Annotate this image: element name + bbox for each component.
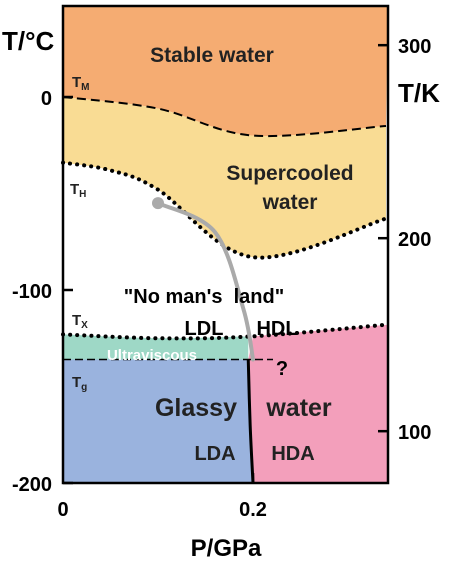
tg-label: Tg	[72, 374, 87, 393]
left-axis-ticks: 0 -100 -200	[12, 88, 73, 496]
hdl-label: HDL	[256, 318, 297, 340]
th-label: TH	[70, 181, 86, 200]
bottom-tick-label: 0	[57, 499, 68, 521]
right-axis-ticks: 300 200 100	[378, 36, 431, 444]
left-tick-label: -200	[12, 474, 52, 496]
stable-water-label: Stable water	[150, 44, 274, 67]
right-axis-title: T/K	[398, 78, 440, 108]
supercooled-label-1: Supercooled	[226, 162, 353, 185]
hda-label: HDA	[271, 443, 314, 465]
bottom-axis-ticks: 0 0.2	[57, 473, 267, 521]
left-tick-label: 0	[41, 88, 52, 110]
supercooled-label-2: water	[262, 191, 318, 214]
water-label: water	[265, 394, 332, 422]
right-tick-label: 200	[398, 229, 431, 251]
supercooled-water-region	[63, 97, 386, 258]
right-tick-label: 100	[398, 422, 431, 444]
uncertain-mark: ?	[276, 358, 288, 380]
tm-label: TM	[72, 74, 90, 93]
glassy-label: Glassy	[155, 394, 237, 422]
ultraviscous-region	[63, 334, 249, 360]
left-axis-title: T/°C	[2, 26, 55, 56]
stable-water-region	[63, 6, 388, 137]
melting-line	[62, 96, 387, 138]
lda-label: LDA	[194, 443, 235, 465]
bottom-axis-title: P/GPa	[191, 535, 262, 562]
tx-label: TX	[72, 312, 88, 331]
bottom-tick-label: 0.2	[239, 499, 267, 521]
crystallization-line	[61, 322, 388, 341]
critical-point	[152, 197, 164, 210]
no-mans-land-label: "No man's land"	[124, 286, 284, 308]
homogeneous-nucleation-line	[61, 160, 388, 260]
liquid-liquid-line	[156, 201, 255, 362]
glassy-lda-region	[63, 359, 253, 483]
ultraviscous-label: Ultraviscous	[107, 347, 197, 364]
glassy-hda-region	[248, 324, 388, 483]
right-tick-label: 300	[398, 36, 431, 58]
ldl-label: LDL	[185, 318, 224, 340]
left-tick-label: -100	[12, 281, 52, 303]
plot-frame	[61, 4, 390, 485]
lda-hda-boundary	[246, 359, 255, 484]
